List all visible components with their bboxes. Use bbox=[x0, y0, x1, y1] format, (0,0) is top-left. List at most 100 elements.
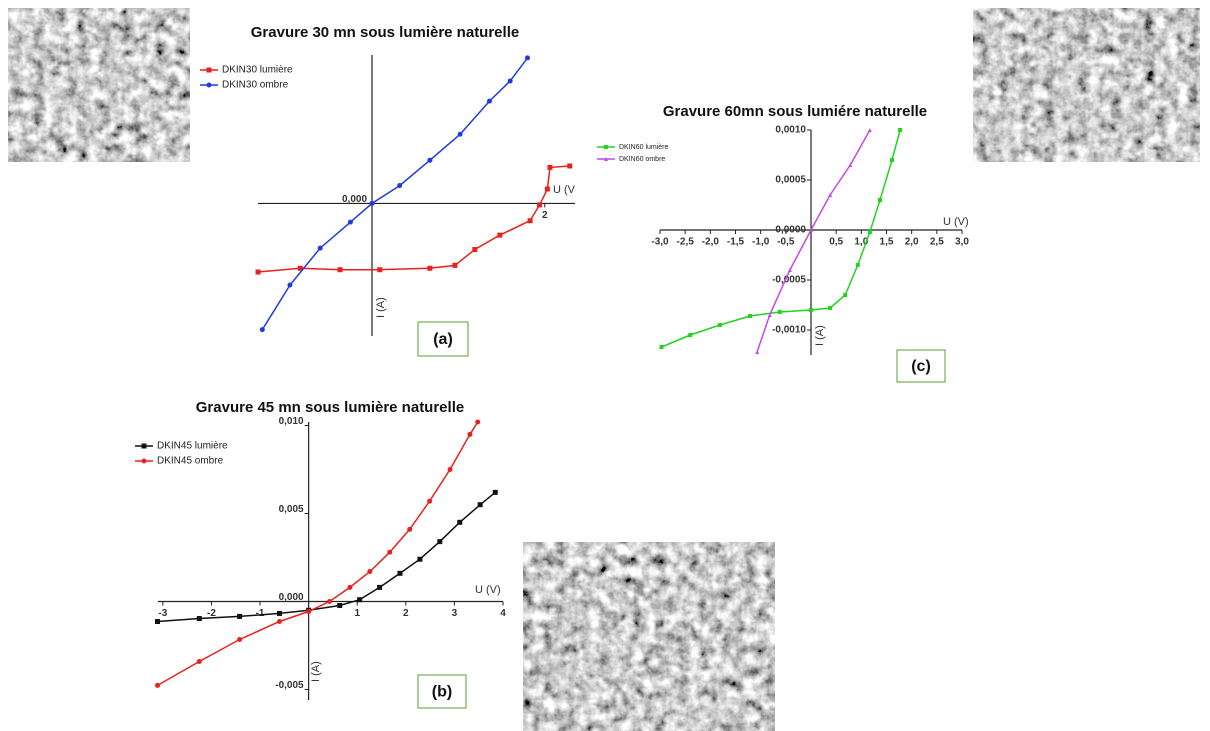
marker bbox=[828, 193, 833, 197]
marker bbox=[397, 183, 403, 189]
panel-label: (b) bbox=[432, 684, 452, 701]
marker bbox=[297, 265, 303, 271]
marker bbox=[472, 247, 478, 253]
marker bbox=[377, 267, 383, 273]
marker bbox=[877, 198, 882, 202]
marker bbox=[547, 164, 553, 170]
y-tick-label: 0,0000 bbox=[775, 225, 806, 236]
y-tick-label: 0,010 bbox=[279, 416, 304, 427]
x-tick-label: -1 bbox=[256, 608, 265, 619]
x-tick-label: -0,5 bbox=[777, 237, 795, 248]
marker bbox=[748, 314, 753, 318]
marker bbox=[317, 245, 323, 251]
chart-title: Gravure 60mn sous lumiére naturelle bbox=[663, 103, 927, 120]
chart: Gravure 30 mn sous lumière naturelle 2 0,0… bbox=[200, 24, 576, 357]
x-tick-label: 2 bbox=[403, 608, 409, 619]
marker bbox=[427, 265, 433, 271]
marker bbox=[567, 163, 573, 169]
marker bbox=[397, 570, 403, 576]
y-tick-label: 0,0010 bbox=[775, 125, 806, 136]
chart: Gravure 45 mn sous lumière naturelle -3 -2… bbox=[135, 399, 506, 709]
marker bbox=[688, 333, 693, 337]
marker bbox=[524, 55, 530, 61]
y-tick-label: -0,0010 bbox=[772, 325, 806, 336]
marker bbox=[327, 598, 333, 604]
legend-label: DKIN60 lumière bbox=[619, 144, 669, 151]
marker bbox=[457, 131, 463, 137]
marker bbox=[407, 526, 413, 532]
marker bbox=[867, 128, 872, 132]
legend-label: DKIN45 lumière bbox=[157, 441, 228, 452]
marker bbox=[848, 163, 853, 167]
marker bbox=[387, 549, 393, 555]
marker bbox=[890, 158, 895, 162]
y-tick-label: -0,0005 bbox=[772, 275, 806, 286]
y-tick-label: -0,005 bbox=[275, 680, 304, 691]
marker bbox=[777, 310, 782, 314]
series-line bbox=[257, 165, 570, 273]
chart-title: Gravure 30 mn sous lumière naturelle bbox=[251, 24, 519, 41]
legend-marker bbox=[604, 145, 608, 149]
x-tick-label: -3 bbox=[158, 608, 167, 619]
x-tick-label: -1,5 bbox=[727, 237, 745, 248]
panel-box bbox=[896, 349, 946, 383]
series-line bbox=[261, 57, 529, 331]
x-tick-label: -3,0 bbox=[651, 237, 669, 248]
legend-marker bbox=[604, 157, 608, 161]
x-tick-label: 3,0 bbox=[955, 237, 969, 248]
x-tick-label: 2,5 bbox=[930, 237, 944, 248]
marker bbox=[417, 556, 423, 562]
marker bbox=[347, 219, 353, 225]
marker bbox=[537, 202, 543, 208]
y-tick-label: 0,000 bbox=[279, 592, 304, 603]
marker bbox=[467, 431, 473, 437]
marker bbox=[259, 327, 265, 333]
legend-label: DKIN30 lumière bbox=[222, 65, 293, 76]
marker bbox=[357, 597, 363, 603]
sem-image bbox=[8, 8, 190, 162]
legend-label: DKIN60 ombre bbox=[619, 156, 665, 163]
y-axis-label: I (A) bbox=[310, 661, 322, 682]
marker bbox=[237, 636, 243, 642]
marker bbox=[427, 498, 433, 504]
marker bbox=[457, 519, 463, 525]
x-tick-label: -2 bbox=[207, 608, 216, 619]
panel-label: (a) bbox=[433, 331, 453, 348]
x-tick-label: -2,0 bbox=[702, 237, 720, 248]
series-line bbox=[157, 491, 496, 623]
marker bbox=[369, 200, 375, 206]
marker bbox=[377, 584, 383, 590]
panel-box bbox=[417, 674, 467, 709]
sem-image bbox=[973, 8, 1200, 162]
x-tick-label: 1 bbox=[354, 608, 360, 619]
marker bbox=[337, 603, 343, 609]
marker bbox=[276, 619, 282, 625]
y-tick-label: 0,0005 bbox=[775, 175, 806, 186]
sem-image bbox=[523, 542, 775, 731]
marker bbox=[477, 502, 483, 508]
y-tick-label: 0,000 bbox=[342, 194, 367, 205]
marker bbox=[367, 569, 373, 575]
marker bbox=[155, 619, 161, 625]
marker bbox=[867, 230, 872, 234]
legend-marker bbox=[206, 67, 212, 73]
y-tick-label: 0,005 bbox=[279, 504, 304, 515]
marker bbox=[276, 610, 282, 616]
x-tick-label: 4 bbox=[500, 608, 506, 619]
chart-title: Gravure 45 mn sous lumière naturelle bbox=[196, 399, 464, 416]
marker bbox=[767, 313, 772, 317]
y-axis-label: I (A) bbox=[375, 297, 387, 318]
marker bbox=[452, 262, 458, 268]
marker bbox=[717, 323, 722, 327]
marker bbox=[843, 293, 848, 297]
marker bbox=[237, 613, 243, 619]
legend-marker bbox=[206, 82, 212, 88]
y-axis-label: I (A) bbox=[814, 325, 826, 346]
legend-marker bbox=[141, 443, 147, 449]
x-tick-label: 3 bbox=[452, 608, 458, 619]
panel-label: (c) bbox=[911, 358, 931, 375]
marker bbox=[828, 306, 833, 310]
panel-box bbox=[417, 321, 469, 357]
marker bbox=[196, 658, 202, 664]
